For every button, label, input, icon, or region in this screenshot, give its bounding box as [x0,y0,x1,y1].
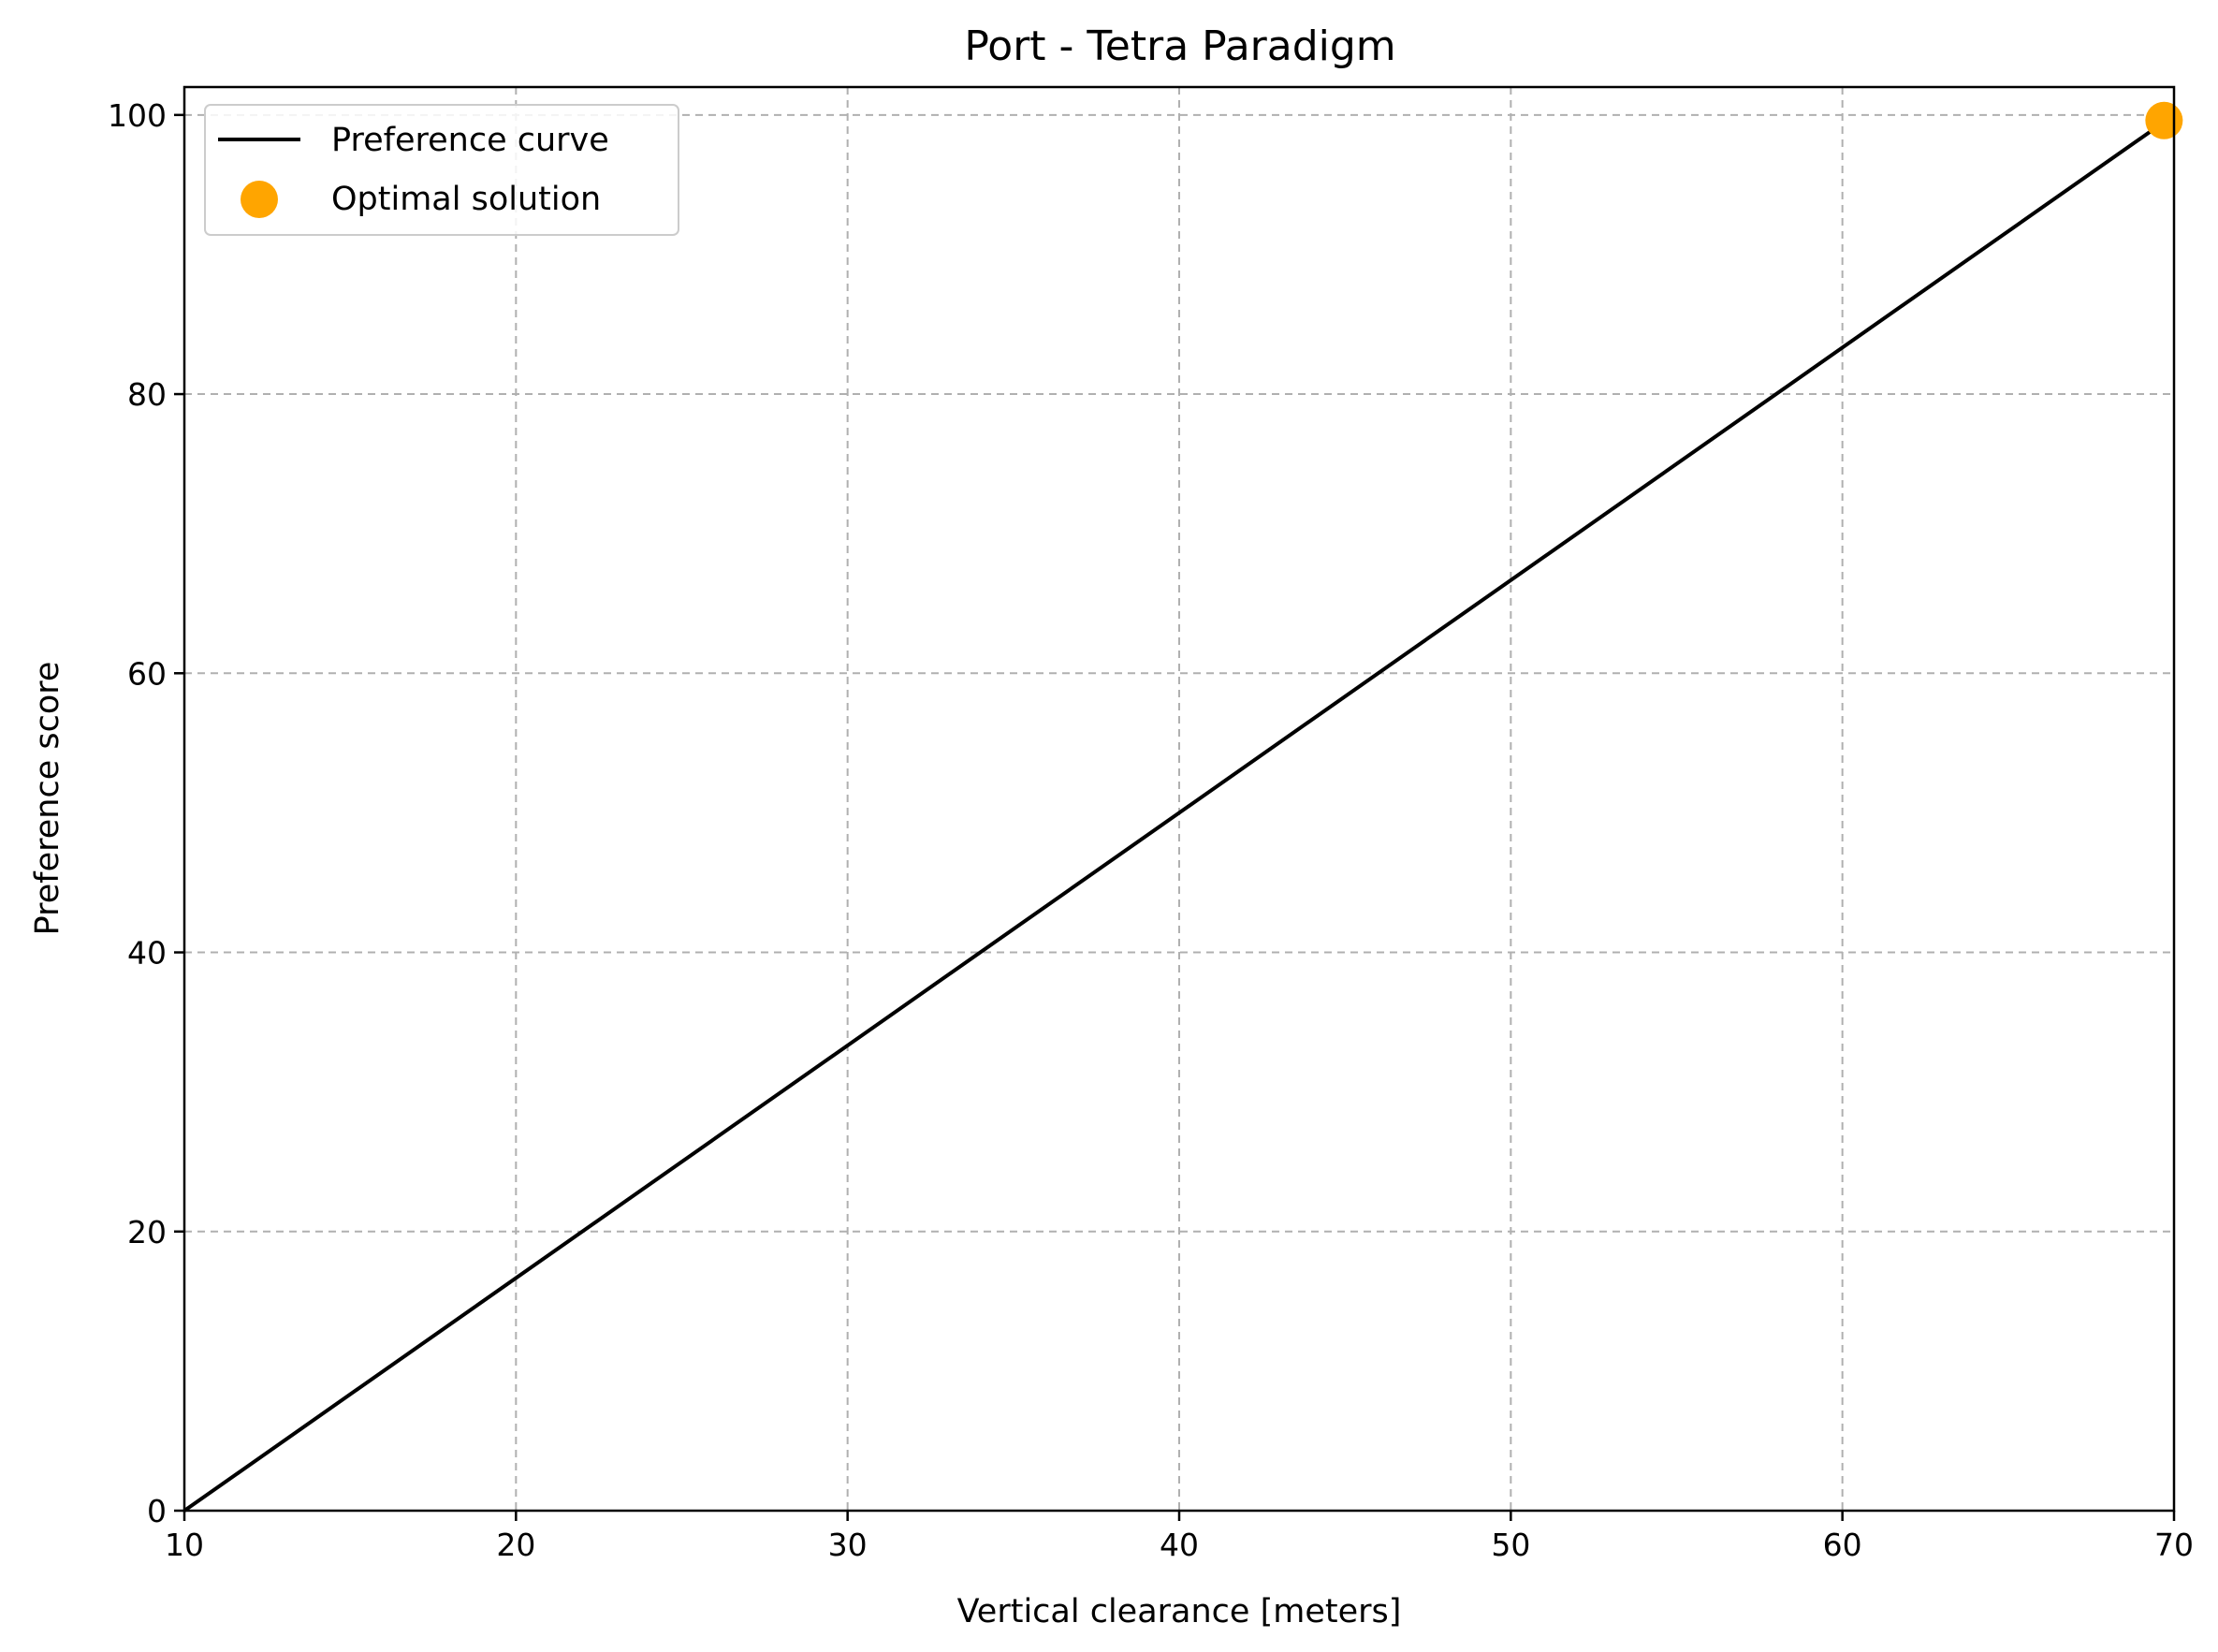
x-axis-label: Vertical clearance [meters] [957,1593,1402,1630]
grid [184,87,2174,1511]
x-tick-label: 20 [496,1527,535,1563]
axis-ticks: 10 20 30 40 50 60 70 0 20 40 60 80 100 [108,97,2194,1563]
x-tick-label: 30 [828,1527,868,1563]
legend-scatter-swatch [241,181,278,218]
preference-curve-line [182,113,2176,1513]
y-tick-label: 0 [147,1493,167,1529]
legend-label-optimal-solution: Optimal solution [331,181,601,218]
legend-label-preference-curve: Preference curve [331,122,609,159]
legend-box [204,104,679,236]
x-tick-label: 40 [1160,1527,1199,1563]
x-tick-label: 60 [1823,1527,1862,1563]
x-tick-label: 50 [1491,1527,1530,1563]
x-tick-label: 70 [2154,1527,2194,1563]
y-tick-label: 100 [108,97,167,134]
legend: Preference curve Optimal solution [204,104,679,236]
y-tick-label: 40 [127,935,167,972]
optimal-solution-point [2145,101,2183,139]
y-tick-label: 80 [127,376,167,413]
y-tick-label: 60 [127,655,167,692]
chart-title: Port - Tetra Paradigm [964,22,1395,70]
y-tick-label: 20 [127,1214,167,1250]
y-axis-label: Preference score [29,662,66,936]
x-tick-label: 10 [165,1527,204,1563]
